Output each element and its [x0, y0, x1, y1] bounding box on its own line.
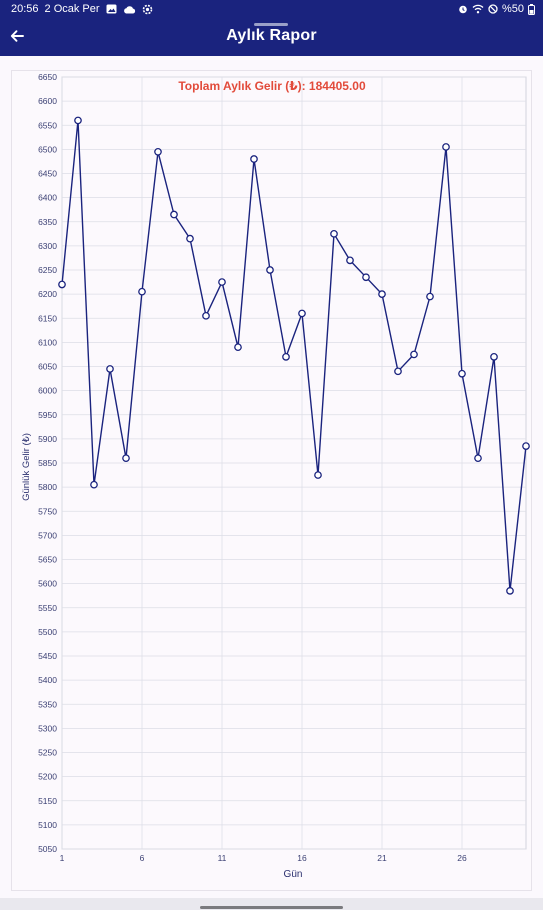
chart-card: 5050 5100 5150 5200 5250 5300 5350 5400 5450 5500…	[11, 70, 532, 891]
data-point[interactable]	[426, 292, 434, 301]
cloud-icon	[123, 5, 136, 14]
y-tick-label: 5850	[38, 458, 57, 468]
x-tick-label: 26	[457, 853, 467, 863]
data-point[interactable]	[266, 266, 274, 274]
y-tick-label: 5200	[38, 772, 57, 782]
data-point[interactable]	[186, 234, 194, 243]
x-tick-label: 21	[377, 853, 387, 863]
back-button[interactable]	[6, 25, 28, 47]
y-tick-label: 5450	[38, 651, 57, 661]
data-point[interactable]	[122, 454, 130, 463]
x-tick-label: 6	[140, 853, 145, 863]
y-tick-label: 6450	[38, 169, 57, 179]
y-tick-label: 5250	[38, 748, 57, 758]
chart-title: Toplam Aylık Gelir (₺): 184405.00	[178, 79, 366, 93]
data-point[interactable]	[170, 210, 178, 219]
y-tick-label: 6300	[38, 241, 57, 251]
data-point[interactable]	[410, 350, 418, 359]
data-point[interactable]	[106, 365, 114, 373]
data-point[interactable]	[58, 280, 66, 289]
y-tick-label: 5900	[38, 434, 57, 444]
app-bar: Aylık Rapor	[0, 18, 543, 56]
battery-percent: %50	[501, 3, 524, 15]
y-tick-label: 5700	[38, 530, 57, 540]
alarm-icon	[458, 4, 468, 14]
y-tick-label: 5500	[38, 627, 57, 637]
gesture-nav-bar[interactable]	[200, 906, 343, 909]
data-point[interactable]	[314, 471, 322, 479]
x-tick-label: 11	[218, 853, 227, 863]
y-tick-label: 6000	[38, 386, 57, 396]
dnd-icon	[488, 4, 498, 14]
y-tick-label: 5800	[38, 482, 57, 492]
status-bar: 20:56 2 Ocak Per %50	[0, 0, 543, 18]
data-point[interactable]	[346, 256, 354, 265]
data-point[interactable]	[362, 273, 370, 282]
settings-icon	[142, 4, 153, 15]
y-tick-label: 5050	[38, 844, 57, 854]
y-tick-label: 5400	[38, 675, 57, 685]
status-date: 2 Ocak Per	[44, 3, 100, 15]
y-tick-label: 6050	[38, 362, 57, 372]
content-area: 5050 5100 5150 5200 5250 5300 5350 5400 5450 5500…	[0, 56, 543, 898]
data-point[interactable]	[490, 352, 498, 361]
wifi-icon	[472, 4, 484, 14]
y-tick-label: 5750	[38, 506, 57, 516]
data-point[interactable]	[474, 454, 482, 463]
status-right: %50	[458, 0, 535, 18]
y-tick-label: 6600	[38, 96, 57, 106]
y-tick-label: 5300	[38, 723, 57, 733]
y-tick-label: 6250	[38, 265, 57, 275]
y-tick-label: 6100	[38, 337, 57, 347]
y-tick-label: 5550	[38, 603, 57, 613]
y-axis-label: Günlük Gelir (₺)	[21, 433, 32, 501]
drag-handle[interactable]	[254, 23, 288, 26]
x-axis-label: Gün	[284, 869, 303, 880]
revenue-line-chart: 5050 5100 5150 5200 5250 5300 5350 5400 5450 5500…	[21, 72, 530, 880]
data-point[interactable]	[298, 309, 306, 318]
data-point[interactable]	[202, 311, 210, 320]
data-point[interactable]	[90, 480, 98, 489]
data-point[interactable]	[378, 290, 386, 298]
data-point[interactable]	[154, 147, 162, 156]
y-tick-label: 6500	[38, 144, 57, 154]
data-point[interactable]	[234, 343, 242, 352]
y-tick-label: 5100	[38, 820, 57, 830]
data-point[interactable]	[74, 116, 82, 125]
gallery-icon	[106, 4, 117, 14]
y-tick-label: 6550	[38, 120, 57, 130]
y-tick-label: 5350	[38, 699, 57, 709]
y-tick-label: 6400	[38, 193, 57, 203]
data-point[interactable]	[506, 587, 514, 595]
battery-icon	[528, 3, 535, 15]
revenue-series-line	[61, 119, 527, 592]
status-time: 20:56	[11, 3, 39, 15]
status-left: 20:56 2 Ocak Per	[11, 0, 153, 18]
data-point[interactable]	[458, 369, 466, 378]
y-tick-label: 6200	[38, 289, 57, 299]
data-point[interactable]	[282, 352, 290, 361]
arrow-left-icon	[10, 30, 24, 42]
y-tick-label: 6150	[38, 313, 57, 323]
data-point[interactable]	[218, 278, 226, 286]
y-tick-label: 5950	[38, 410, 57, 420]
data-point[interactable]	[138, 287, 146, 296]
x-tick-label: 16	[297, 853, 307, 863]
y-tick-label: 5600	[38, 579, 57, 589]
data-point[interactable]	[442, 143, 450, 151]
y-tick-label: 5650	[38, 555, 57, 565]
data-point[interactable]	[330, 229, 338, 238]
y-tick-label: 5150	[38, 796, 57, 806]
data-point[interactable]	[522, 442, 530, 450]
x-tick-label: 1	[60, 853, 65, 863]
data-point[interactable]	[250, 155, 258, 163]
data-point[interactable]	[394, 367, 402, 376]
y-tick-label: 6650	[38, 72, 57, 82]
y-tick-label: 6350	[38, 217, 57, 227]
page-title: Aylık Rapor	[226, 27, 317, 44]
